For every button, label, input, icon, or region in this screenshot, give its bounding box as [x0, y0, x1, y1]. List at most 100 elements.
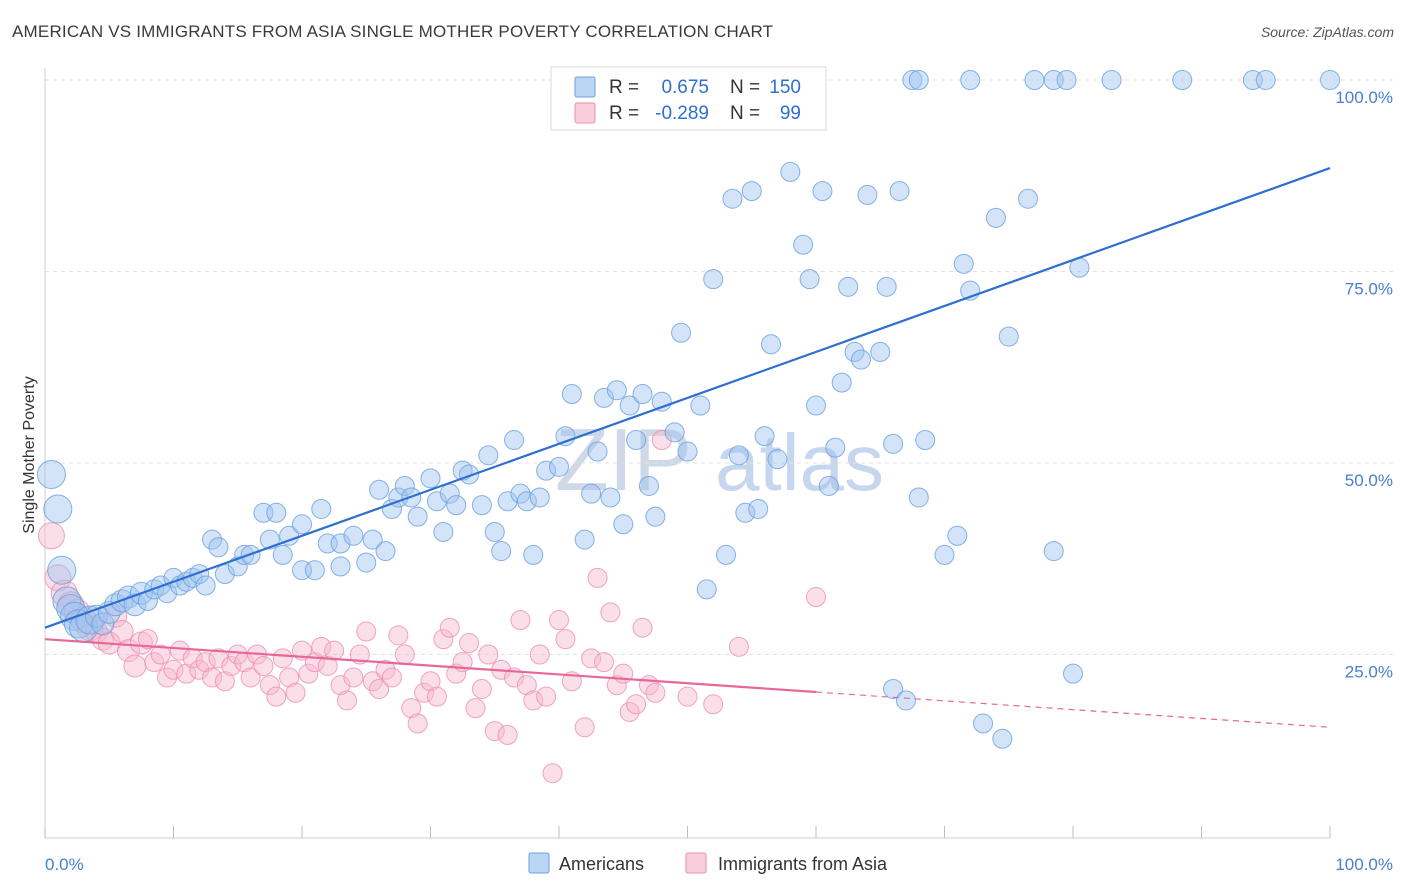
data-point	[523, 690, 544, 711]
data-point	[446, 663, 467, 684]
legend-r-label-asia: R =	[609, 103, 639, 124]
data-point	[651, 430, 672, 451]
data-point	[104, 593, 128, 617]
data-point	[728, 445, 749, 466]
data-point	[536, 460, 557, 481]
data-point	[439, 617, 460, 638]
data-point	[536, 686, 557, 707]
data-point	[36, 459, 66, 489]
data-point	[581, 483, 602, 504]
data-point	[176, 571, 197, 592]
series-immigrants-from-asia	[37, 430, 826, 784]
data-point	[388, 625, 409, 646]
data-point	[1056, 70, 1077, 90]
data-point	[279, 525, 300, 546]
source-label: Source: ZipAtlas.com	[1260, 24, 1394, 40]
bottom-legend-label-asia: Immigrants from Asia	[718, 854, 888, 874]
data-point	[91, 612, 115, 636]
data-point	[825, 437, 846, 458]
data-point	[491, 541, 512, 562]
data-point	[529, 487, 550, 508]
data-point	[407, 713, 428, 734]
data-point	[741, 181, 762, 202]
data-point	[43, 494, 73, 524]
data-point	[349, 644, 370, 665]
data-point	[516, 491, 537, 512]
data-point	[664, 422, 685, 443]
data-point	[850, 349, 871, 370]
data-point	[459, 633, 480, 654]
data-point	[214, 671, 235, 692]
data-point	[439, 483, 460, 504]
y-axis-label: Single Mother Poverty	[21, 376, 38, 533]
data-point	[555, 629, 576, 650]
data-point	[516, 675, 537, 696]
data-point	[510, 610, 531, 631]
trend-line-asia-extension	[815, 691, 1331, 728]
y-tick-label: 75.0%	[1345, 280, 1393, 299]
y-tick-label: 50.0%	[1345, 471, 1393, 490]
series-legend: Americans Immigrants from Asia	[528, 852, 888, 874]
data-point	[484, 721, 505, 742]
data-point	[915, 430, 936, 451]
data-point	[960, 70, 981, 90]
data-point	[1320, 70, 1340, 90]
data-point	[722, 188, 743, 209]
bottom-legend-swatch-americans	[528, 852, 550, 874]
data-point	[137, 629, 158, 650]
data-point	[613, 514, 634, 535]
data-point	[703, 694, 724, 715]
data-point	[311, 498, 332, 519]
data-point	[883, 433, 904, 454]
data-point	[497, 724, 518, 745]
data-point	[754, 426, 775, 447]
data-point	[883, 678, 904, 699]
data-point	[356, 552, 377, 573]
data-point	[369, 479, 390, 500]
data-point	[876, 276, 897, 297]
data-point	[1101, 70, 1122, 90]
data-point	[414, 682, 435, 703]
data-point	[780, 161, 801, 182]
data-point	[471, 678, 492, 699]
data-point	[632, 617, 653, 638]
data-point	[465, 698, 486, 719]
data-point	[298, 663, 319, 684]
data-point	[831, 372, 852, 393]
data-point	[806, 587, 826, 608]
data-point	[259, 675, 280, 696]
data-point	[123, 654, 147, 678]
data-point	[189, 564, 210, 585]
data-point	[266, 502, 287, 523]
data-point	[240, 667, 261, 688]
y-tick-labels: 25.0% 50.0% 75.0% 100.0%	[1335, 88, 1393, 682]
data-point	[304, 560, 325, 581]
data-point	[47, 555, 77, 585]
data-point	[253, 655, 274, 676]
data-point	[895, 690, 916, 711]
data-point	[600, 487, 621, 508]
data-point	[574, 717, 595, 738]
data-point	[394, 644, 415, 665]
data-point	[619, 395, 640, 416]
data-point	[336, 690, 357, 711]
data-point	[433, 629, 454, 650]
data-point	[285, 682, 306, 703]
data-point	[163, 659, 184, 680]
correlation-legend: R = 0.675 N = 150 R = -0.289 N = 99	[550, 66, 827, 131]
legend-n-value-americans: 150	[769, 77, 801, 98]
data-point	[889, 181, 910, 202]
data-point	[433, 521, 454, 542]
data-point	[593, 387, 614, 408]
data-point	[279, 667, 300, 688]
chart-title: AMERICAN VS IMMIGRANTS FROM ASIA SINGLE …	[12, 22, 774, 41]
data-point	[857, 184, 878, 205]
data-point	[317, 655, 338, 676]
data-point	[645, 506, 666, 527]
data-point	[369, 678, 390, 699]
data-point	[696, 579, 717, 600]
data-point	[214, 564, 235, 585]
data-point	[504, 430, 525, 451]
data-point	[330, 533, 351, 554]
